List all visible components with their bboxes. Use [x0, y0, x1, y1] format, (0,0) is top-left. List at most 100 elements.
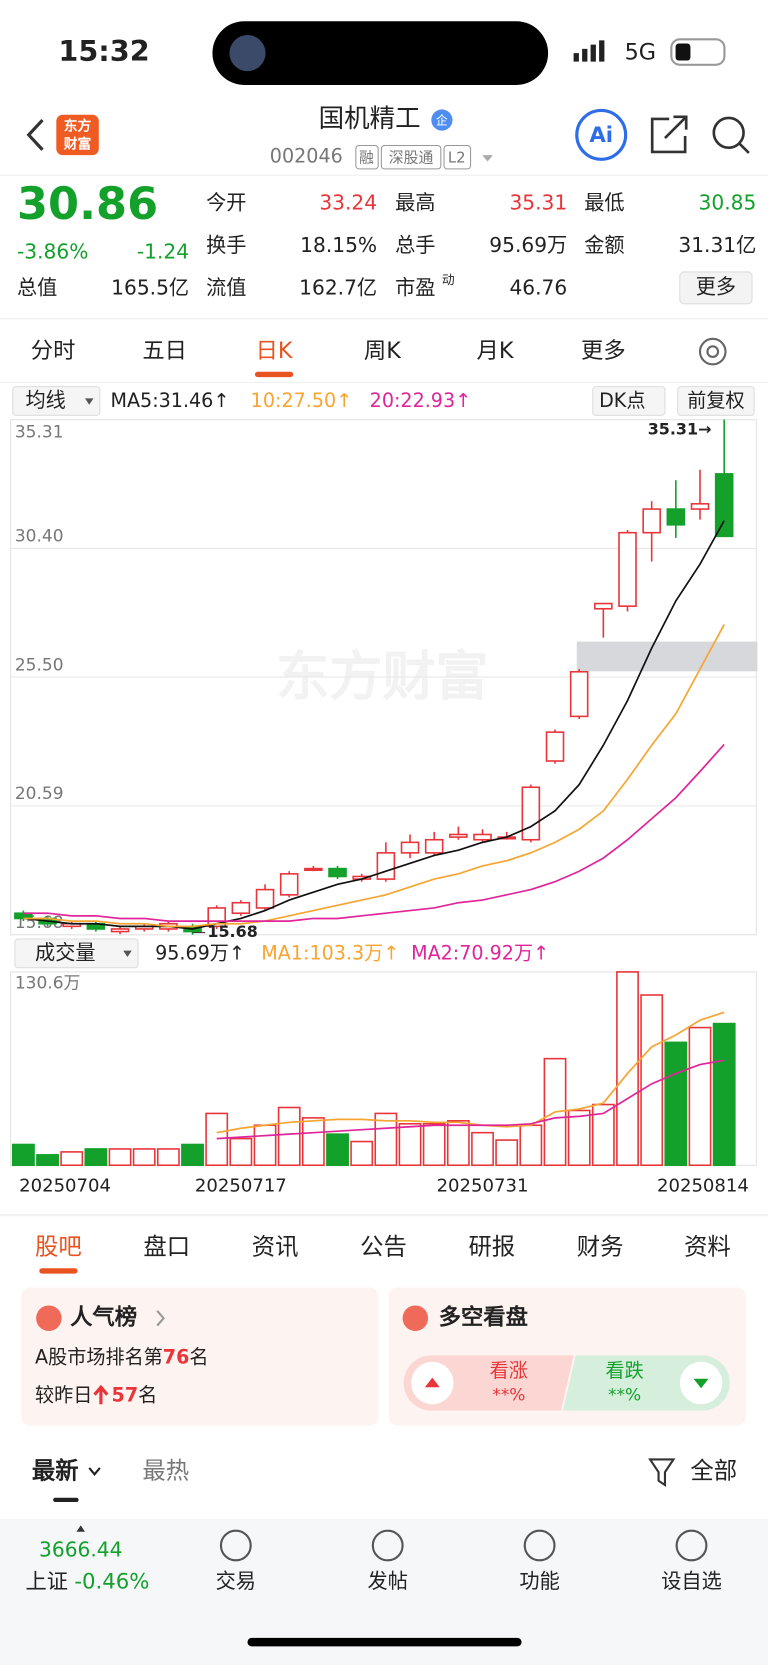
- stat-value: 165.5亿: [111, 275, 189, 299]
- filter[interactable]: 全部: [690, 1457, 737, 1485]
- volume-bar: [495, 1139, 519, 1167]
- candle-body: [545, 731, 565, 762]
- change-line: 较昨日 57名: [35, 1383, 157, 1406]
- candle-body: [279, 873, 299, 896]
- popularity-icon: [36, 1305, 62, 1331]
- section-tab[interactable]: 研报: [468, 1233, 515, 1261]
- down-value: **%: [608, 1386, 641, 1406]
- nav-icon[interactable]: [675, 1529, 708, 1562]
- nav-icon[interactable]: [219, 1529, 252, 1562]
- stat-value: 162.7亿: [299, 275, 377, 299]
- rank-prefix: A股市场排名第: [35, 1345, 163, 1368]
- y-tick-label: 25.50: [15, 655, 64, 675]
- nav-arrow: [76, 1525, 85, 1532]
- rank: 76: [163, 1345, 190, 1368]
- volume-bar: [156, 1148, 180, 1167]
- volume-bar: [350, 1140, 374, 1167]
- adjust-text: 前复权: [687, 389, 744, 412]
- back-button[interactable]: [26, 118, 44, 151]
- index-value[interactable]: 3666.44: [39, 1537, 122, 1561]
- period-tab[interactable]: 分时: [31, 338, 76, 364]
- signal: [573, 40, 605, 62]
- section-tab[interactable]: 财务: [577, 1233, 624, 1261]
- period-tab[interactable]: 日K: [256, 338, 294, 364]
- period-tab[interactable]: 五日: [142, 338, 187, 364]
- nav-label[interactable]: 设自选: [661, 1569, 722, 1593]
- index-name: 上证: [26, 1570, 68, 1595]
- section-tab[interactable]: 公告: [360, 1233, 407, 1261]
- change: -1.24: [137, 239, 189, 263]
- nav-icon[interactable]: [371, 1529, 404, 1562]
- stat-label: 最高: [395, 190, 435, 214]
- index-change: -0.46%: [74, 1570, 149, 1595]
- volume-bar: [132, 1148, 156, 1167]
- stat-label: 市盈: [395, 275, 435, 299]
- popularity-card[interactable]: [21, 1287, 379, 1426]
- divider: [0, 1214, 768, 1217]
- more-button[interactable]: [679, 271, 753, 305]
- section-tab[interactable]: 资料: [684, 1233, 731, 1261]
- up-label: 看涨: [490, 1359, 528, 1382]
- volume-bar: [664, 1041, 688, 1167]
- period-tab[interactable]: 月K: [477, 338, 515, 364]
- rank-line: A股市场排名第76名: [35, 1345, 208, 1368]
- logo-text: 财富: [64, 135, 92, 152]
- section-tab[interactable]: 资讯: [252, 1233, 299, 1261]
- nav-items: 交易 发帖 功能 设自选: [216, 1529, 722, 1593]
- stat-label-sup: 动: [442, 273, 455, 288]
- volume-bar: [616, 971, 639, 1167]
- stat-label: 金额: [584, 233, 624, 257]
- nav-label[interactable]: 发帖: [368, 1569, 408, 1593]
- share-button[interactable]: [650, 115, 688, 154]
- candle-body: [690, 503, 710, 510]
- candle-body: [569, 670, 589, 718]
- volume-bar: [326, 1133, 349, 1167]
- nav-label[interactable]: 交易: [216, 1569, 256, 1593]
- high-label: 35.31→: [648, 420, 712, 439]
- volume-bar: [567, 1109, 591, 1167]
- dk-text: DK点: [599, 389, 645, 412]
- settings-button[interactable]: [698, 337, 727, 366]
- stat-value: 31.31亿: [678, 233, 756, 257]
- period-tab[interactable]: 更多: [581, 338, 626, 364]
- candle-body: [449, 833, 468, 838]
- nav-label[interactable]: 功能: [519, 1569, 559, 1593]
- ma-select[interactable]: [12, 386, 101, 416]
- stat-label: 总值: [17, 275, 57, 299]
- y-tick-label: 20.59: [15, 784, 64, 804]
- network: 5G: [625, 40, 656, 66]
- tag: L2: [448, 148, 466, 166]
- period-tab[interactable]: 周K: [364, 338, 402, 364]
- volume-bar: [374, 1112, 398, 1167]
- volume-bar: [36, 1154, 59, 1167]
- volume-bar: [301, 1117, 325, 1167]
- ai-button[interactable]: [575, 108, 628, 161]
- candle-body: [666, 508, 686, 526]
- section-tab[interactable]: 股吧: [35, 1233, 82, 1261]
- adjust-button[interactable]: [677, 386, 755, 416]
- dropdown: [123, 950, 132, 958]
- sentiment-icon: [402, 1305, 429, 1331]
- watermark: 东方财富: [276, 645, 488, 707]
- legend-ma10: 10:27.50↑: [251, 389, 352, 412]
- search-button[interactable]: [712, 116, 750, 154]
- section-tab[interactable]: 盘口: [143, 1233, 190, 1261]
- volume-bar: [712, 1022, 736, 1167]
- tag: 深股通: [389, 148, 434, 166]
- dropdown[interactable]: [482, 155, 493, 162]
- legend-vol: 95.69万↑: [155, 941, 245, 964]
- feed-tab[interactable]: 最热: [142, 1457, 189, 1485]
- filter-icon[interactable]: [648, 1458, 676, 1487]
- dk-button[interactable]: [592, 386, 666, 416]
- candle-body: [376, 852, 396, 880]
- feed-tab[interactable]: 最新: [32, 1457, 79, 1485]
- stat-value: 18.15%: [300, 233, 377, 257]
- volume-select[interactable]: [14, 938, 139, 969]
- down-label: 看跌: [605, 1359, 643, 1382]
- volume-bar: [422, 1122, 446, 1167]
- nav-icon[interactable]: [523, 1529, 556, 1562]
- y-tick-label: 130.6万: [15, 974, 81, 994]
- x-tick-label: 20250704: [19, 1175, 111, 1196]
- stat-label: 最低: [584, 190, 624, 214]
